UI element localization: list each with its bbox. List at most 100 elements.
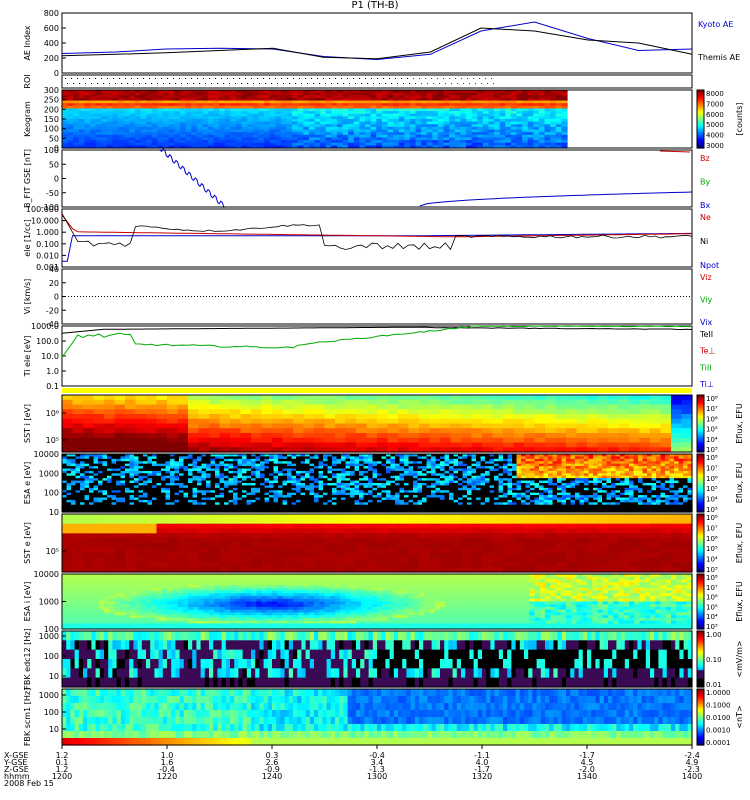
bfit-tick-label: -50 <box>46 189 59 198</box>
ae-tick-label: 600 <box>44 24 59 33</box>
temperature-legend-2: TiII <box>699 363 712 372</box>
velocity-legend-2: Vix <box>700 318 713 327</box>
sst-i-colorbar-tick: 10⁸ <box>706 395 718 403</box>
ae-tick-label: 800 <box>44 9 59 18</box>
temperature-legend-0: TeII <box>699 330 713 339</box>
fbk-edc-tick-label: 1000 <box>39 632 59 641</box>
bfit-ylabel: B_FIT GSE [nT] <box>23 149 32 208</box>
roi-ylabel: ROI <box>23 74 32 88</box>
footer-row-label: Y-GSE <box>4 758 28 767</box>
esa-i-tick-label: 10000 <box>34 570 59 579</box>
sst-e-colorbar-tick: 10⁸ <box>706 514 718 522</box>
footer-value-hhmm: 1220 <box>156 772 178 781</box>
footer-value-z: 1.2 <box>55 765 69 774</box>
footer-value-hhmm: 1240 <box>261 772 283 781</box>
sst-i-tick-label: 10⁶ <box>46 409 59 418</box>
fbk-edc-ylabel: FBK edc12 [Hz] <box>23 628 32 689</box>
temperature-tick-label: 10.0 <box>41 352 59 361</box>
bfit-tick-label: 50 <box>49 160 59 169</box>
density-ne <box>61 214 693 238</box>
bfit-tick-label: 0 <box>54 175 59 184</box>
sst-e-colorbar-tick: 10⁴ <box>706 556 718 564</box>
footer-value-y: 4.0 <box>475 758 489 767</box>
density-npot <box>62 232 692 262</box>
bfit-bz <box>659 150 691 153</box>
density-tick-label: 0.001 <box>36 263 59 272</box>
sst-i-colorbar-tick: 10⁶ <box>706 415 718 423</box>
sst-i-colorbar-label: Eflux, EFU <box>735 403 744 444</box>
density-legend-1: Ni <box>700 237 708 246</box>
temperature-ti <box>61 325 692 358</box>
fbk-edc-frame <box>61 630 693 688</box>
sst-e-colorbar-label: Eflux, EFU <box>735 523 744 564</box>
footer-value-x: 1.2 <box>55 751 69 760</box>
footer-value-hhmm: 1320 <box>471 772 493 781</box>
temperature-tick-label: 1.0 <box>46 367 59 376</box>
esa-i-colorbar-tick: 10⁵ <box>706 603 718 611</box>
roi-dots <box>65 78 494 84</box>
fbk-scm-tick-label: 1000 <box>39 691 59 700</box>
esa-e-colorbar-tick: 10³ <box>706 506 718 514</box>
keogram-colorbar-tick: 6000 <box>706 111 724 119</box>
esa-e-ylabel: ESA e [eV] <box>23 462 32 504</box>
esa-e-colorbar <box>696 453 705 513</box>
sst-i-colorbar-tick: 10⁴ <box>706 436 718 444</box>
esa-e-tick-label: 10 <box>49 508 59 517</box>
esa-e-colorbar-tick: 10⁴ <box>706 496 718 504</box>
fbk-scm-colorbar <box>696 688 705 746</box>
density-tick-label: 10.000 <box>31 217 59 226</box>
footer-value-x: 0.3 <box>265 751 279 760</box>
sst-i-frame <box>61 394 693 453</box>
ae-frame <box>61 12 693 74</box>
esa-e-colorbar-tick: 10⁶ <box>706 475 718 483</box>
velocity-tick-label: 0 <box>54 293 59 302</box>
fbk-scm-colorbar-tick: 0.0100 <box>706 714 731 722</box>
temperature-te <box>61 326 693 334</box>
footer-value-x: -2.4 <box>684 751 700 760</box>
density-legend-0: Ne <box>700 213 711 222</box>
esa-e-image <box>62 454 693 513</box>
footer-value-hhmm: 1400 <box>681 772 703 781</box>
keogram-ylabel: Keogram <box>23 101 32 137</box>
fbk-scm-tick-label: 100 <box>44 708 59 717</box>
footer-value-hhmm: 1340 <box>576 772 598 781</box>
ae-tick-label: 400 <box>44 39 59 48</box>
ae-tick-label: 200 <box>44 54 59 63</box>
density-tick-label: 100.000 <box>26 205 59 214</box>
fbk-scm-colorbar-tick: 0.0010 <box>706 727 731 735</box>
keogram-tick-label: 150 <box>44 115 59 124</box>
esa-e-tick-label: 10000 <box>34 450 59 459</box>
footer-value-x: 1.0 <box>160 751 174 760</box>
esa-i-colorbar-tick: 10⁷ <box>706 584 718 592</box>
fbk-edc-colorbar-label: <mV/m> <box>735 640 744 677</box>
fbk-scm-colorbar-label: <nT> <box>735 705 744 728</box>
bfit-legend-0: Bz <box>700 154 710 163</box>
divider-strip <box>62 388 692 393</box>
sst-i-colorbar-tick: 10⁵ <box>706 426 718 434</box>
sst-i-ylabel: SST i [eV] <box>23 404 32 443</box>
bfit-bx-late <box>419 191 693 207</box>
fbk-edc-colorbar-tick: 0.10 <box>706 656 722 664</box>
fbk-scm-image <box>62 689 693 746</box>
density-tick-label: 0.010 <box>36 251 59 260</box>
footer-row-label: Z-GSE <box>4 765 29 774</box>
esa-e-tick-label: 1000 <box>39 469 59 478</box>
esa-i-colorbar <box>696 573 705 630</box>
footer-value-z: -0.9 <box>264 765 280 774</box>
footer-value-hhmm: 1200 <box>51 772 73 781</box>
temperature-tick-label: 1000.0 <box>31 322 59 331</box>
fbk-scm-colorbar-tick: 1.0000 <box>706 689 731 697</box>
footer-row-label: 2008 Feb 15 <box>4 779 54 788</box>
sst-e-colorbar-tick: 10³ <box>706 566 718 574</box>
footer-value-y: 3.4 <box>370 758 384 767</box>
roi-frame <box>61 74 693 89</box>
keogram-tick-label: 250 <box>44 96 59 105</box>
sst-i-image <box>62 395 693 453</box>
footer-value-x: -1.1 <box>474 751 490 760</box>
keogram-tick-label: 200 <box>44 105 59 114</box>
velocity-tick-label: 20 <box>49 279 59 288</box>
esa-e-colorbar-tick: 10⁸ <box>706 454 718 462</box>
keogram-tick-label: 0 <box>54 144 59 153</box>
temperature-legend-1: Te⊥ <box>699 347 715 356</box>
